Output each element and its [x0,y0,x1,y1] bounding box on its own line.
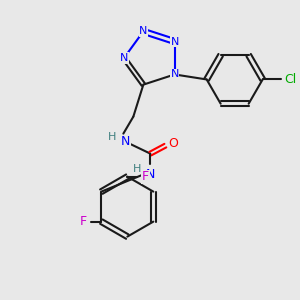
Text: Cl: Cl [284,73,297,86]
Text: O: O [168,137,178,150]
Text: N: N [146,168,155,181]
Text: H: H [108,132,116,142]
Text: N: N [170,70,179,80]
Text: H: H [133,164,142,174]
Text: N: N [170,37,179,46]
Text: N: N [120,53,128,63]
Text: N: N [139,26,148,36]
Text: F: F [80,215,87,228]
Text: N: N [121,135,130,148]
Text: F: F [142,170,149,183]
